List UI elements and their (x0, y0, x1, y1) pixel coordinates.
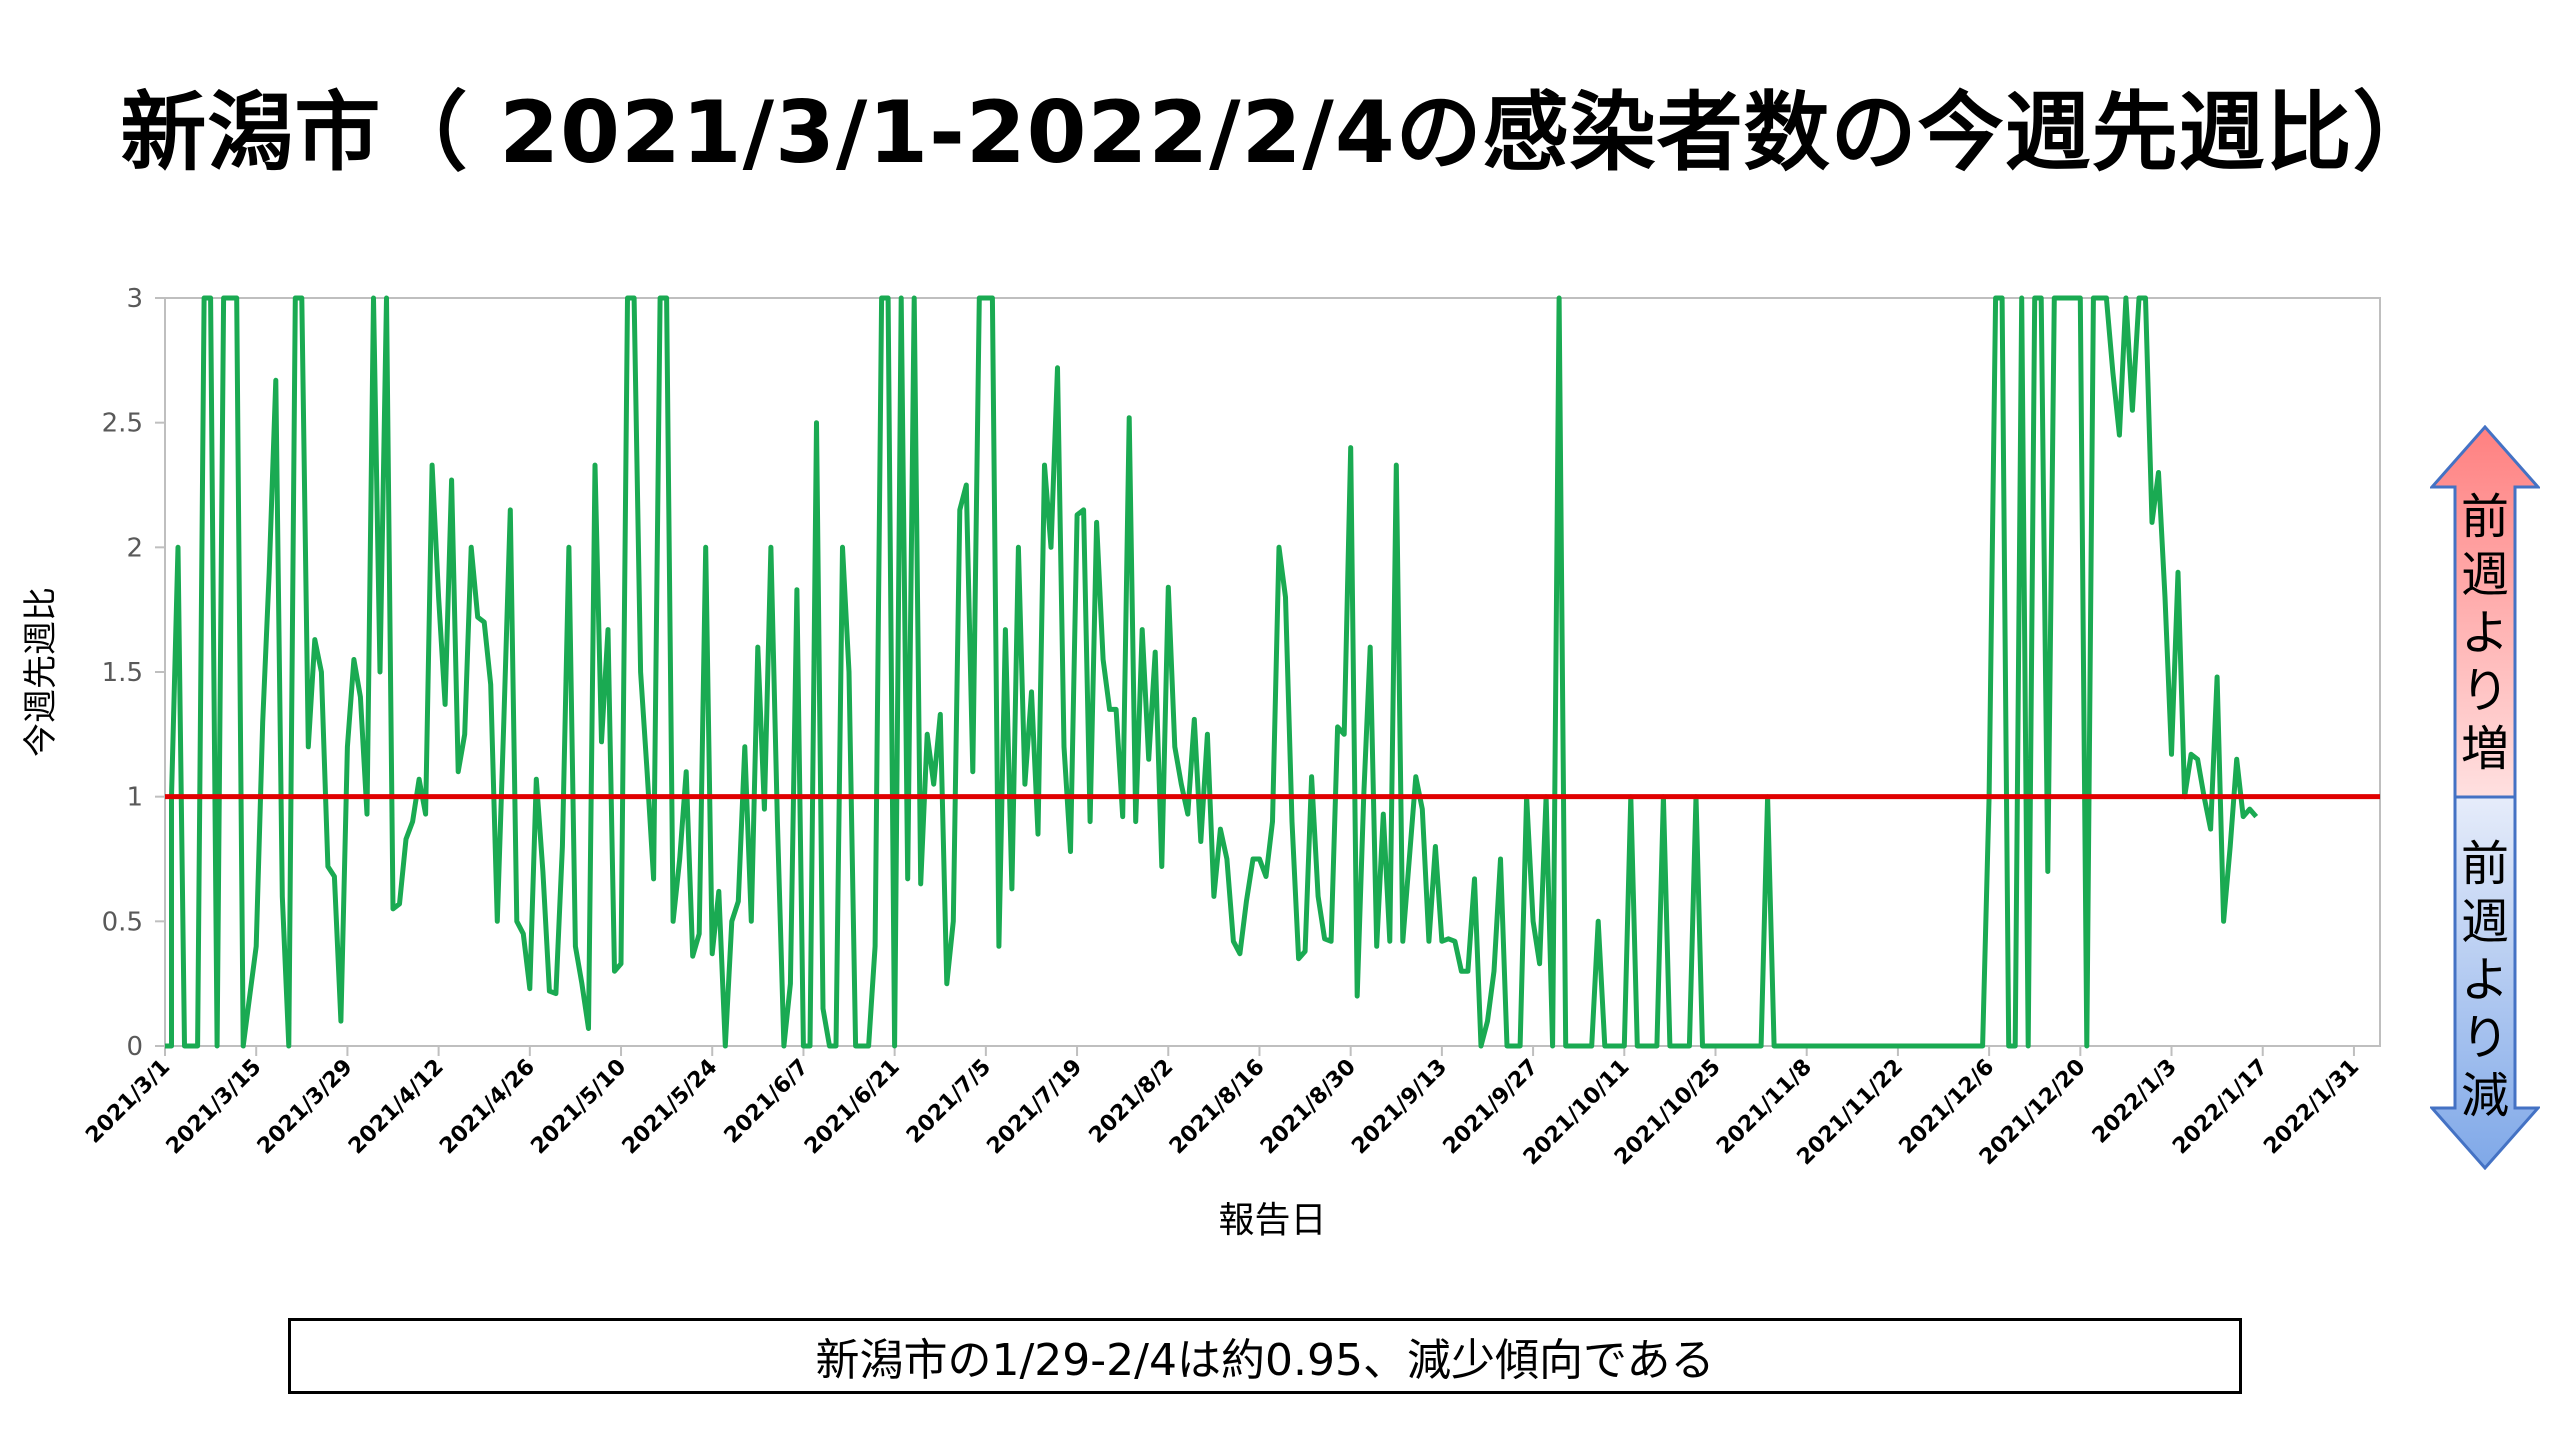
x-tick-label: 2022/1/3 (2088, 1055, 2182, 1149)
indicator-char: 増 (2460, 721, 2509, 777)
x-axis: 2021/3/12021/3/152021/3/292021/4/122021/… (81, 1046, 2364, 1170)
x-tick-label: 2021/3/29 (253, 1055, 358, 1160)
x-tick-label: 2021/8/2 (1085, 1055, 1179, 1149)
y-tick-label: 1.5 (102, 658, 143, 688)
indicator-char: 前 (2460, 836, 2509, 892)
x-tick-label: 2021/4/12 (344, 1055, 449, 1160)
decrease-label: 前週より減 (2430, 835, 2540, 1125)
x-tick-label: 2021/8/16 (1165, 1055, 1270, 1160)
x-tick-label: 2021/3/15 (162, 1055, 267, 1160)
indicator-char: よ (2460, 605, 2509, 661)
y-tick-label: 0 (126, 1032, 143, 1062)
indicator-char: 週 (2460, 894, 2509, 950)
x-axis-label: 報告日 (1218, 1200, 1326, 1241)
x-tick-label: 2021/6/21 (800, 1055, 905, 1160)
x-tick-label: 2021/5/10 (526, 1055, 631, 1160)
indicator-char: よ (2460, 952, 2509, 1008)
arrow-down-half (2430, 795, 2540, 1170)
x-tick-label: 2022/1/31 (2259, 1055, 2364, 1160)
y-tick-label: 0.5 (102, 907, 143, 937)
summary-text: 新潟市の1/29-2/4は約0.95、減少傾向である (815, 1335, 1715, 1386)
x-tick-label: 2021/4/26 (435, 1055, 540, 1160)
slide-title: 新潟市（ 2021/3/1-2022/2/4の感染者数の今週先週比） (120, 83, 2440, 183)
summary-box: 新潟市の1/29-2/4は約0.95、減少傾向である (288, 1318, 2242, 1394)
indicator-char: 週 (2460, 547, 2509, 603)
y-tick-label: 3 (126, 284, 143, 314)
x-tick-label: 2021/5/24 (618, 1055, 723, 1160)
indicator-char: 前 (2460, 489, 2509, 545)
x-tick-label: 2021/3/1 (81, 1055, 175, 1149)
line-chart: 0 0.5 1 1.5 2 2.5 3 2021/3/12021/3/152021/3/29… (21, 284, 2381, 1241)
x-tick-label: 2021/8/30 (1256, 1055, 1361, 1160)
indicator-char: り (2460, 663, 2509, 719)
y-axis: 0 0.5 1 1.5 2 2.5 3 (102, 284, 165, 1062)
trend-indicator-arrow (2430, 425, 2540, 1170)
x-tick-label: 2021/7/5 (902, 1055, 996, 1149)
x-tick-label: 2022/1/17 (2168, 1055, 2273, 1160)
series-line (165, 295, 2259, 1049)
indicator-char: 減 (2460, 1068, 2509, 1124)
x-tick-label: 2021/7/19 (982, 1055, 1087, 1160)
y-axis-label: 今週先週比 (21, 587, 61, 757)
x-tick-label: 2021/9/13 (1347, 1055, 1452, 1160)
y-tick-label: 2.5 (102, 409, 143, 439)
increase-label: 前週より増 (2430, 488, 2540, 778)
y-tick-label: 2 (126, 533, 143, 563)
x-tick-label: 2021/6/7 (720, 1055, 814, 1149)
y-tick-label: 1 (126, 783, 143, 813)
indicator-char: り (2460, 1010, 2509, 1066)
